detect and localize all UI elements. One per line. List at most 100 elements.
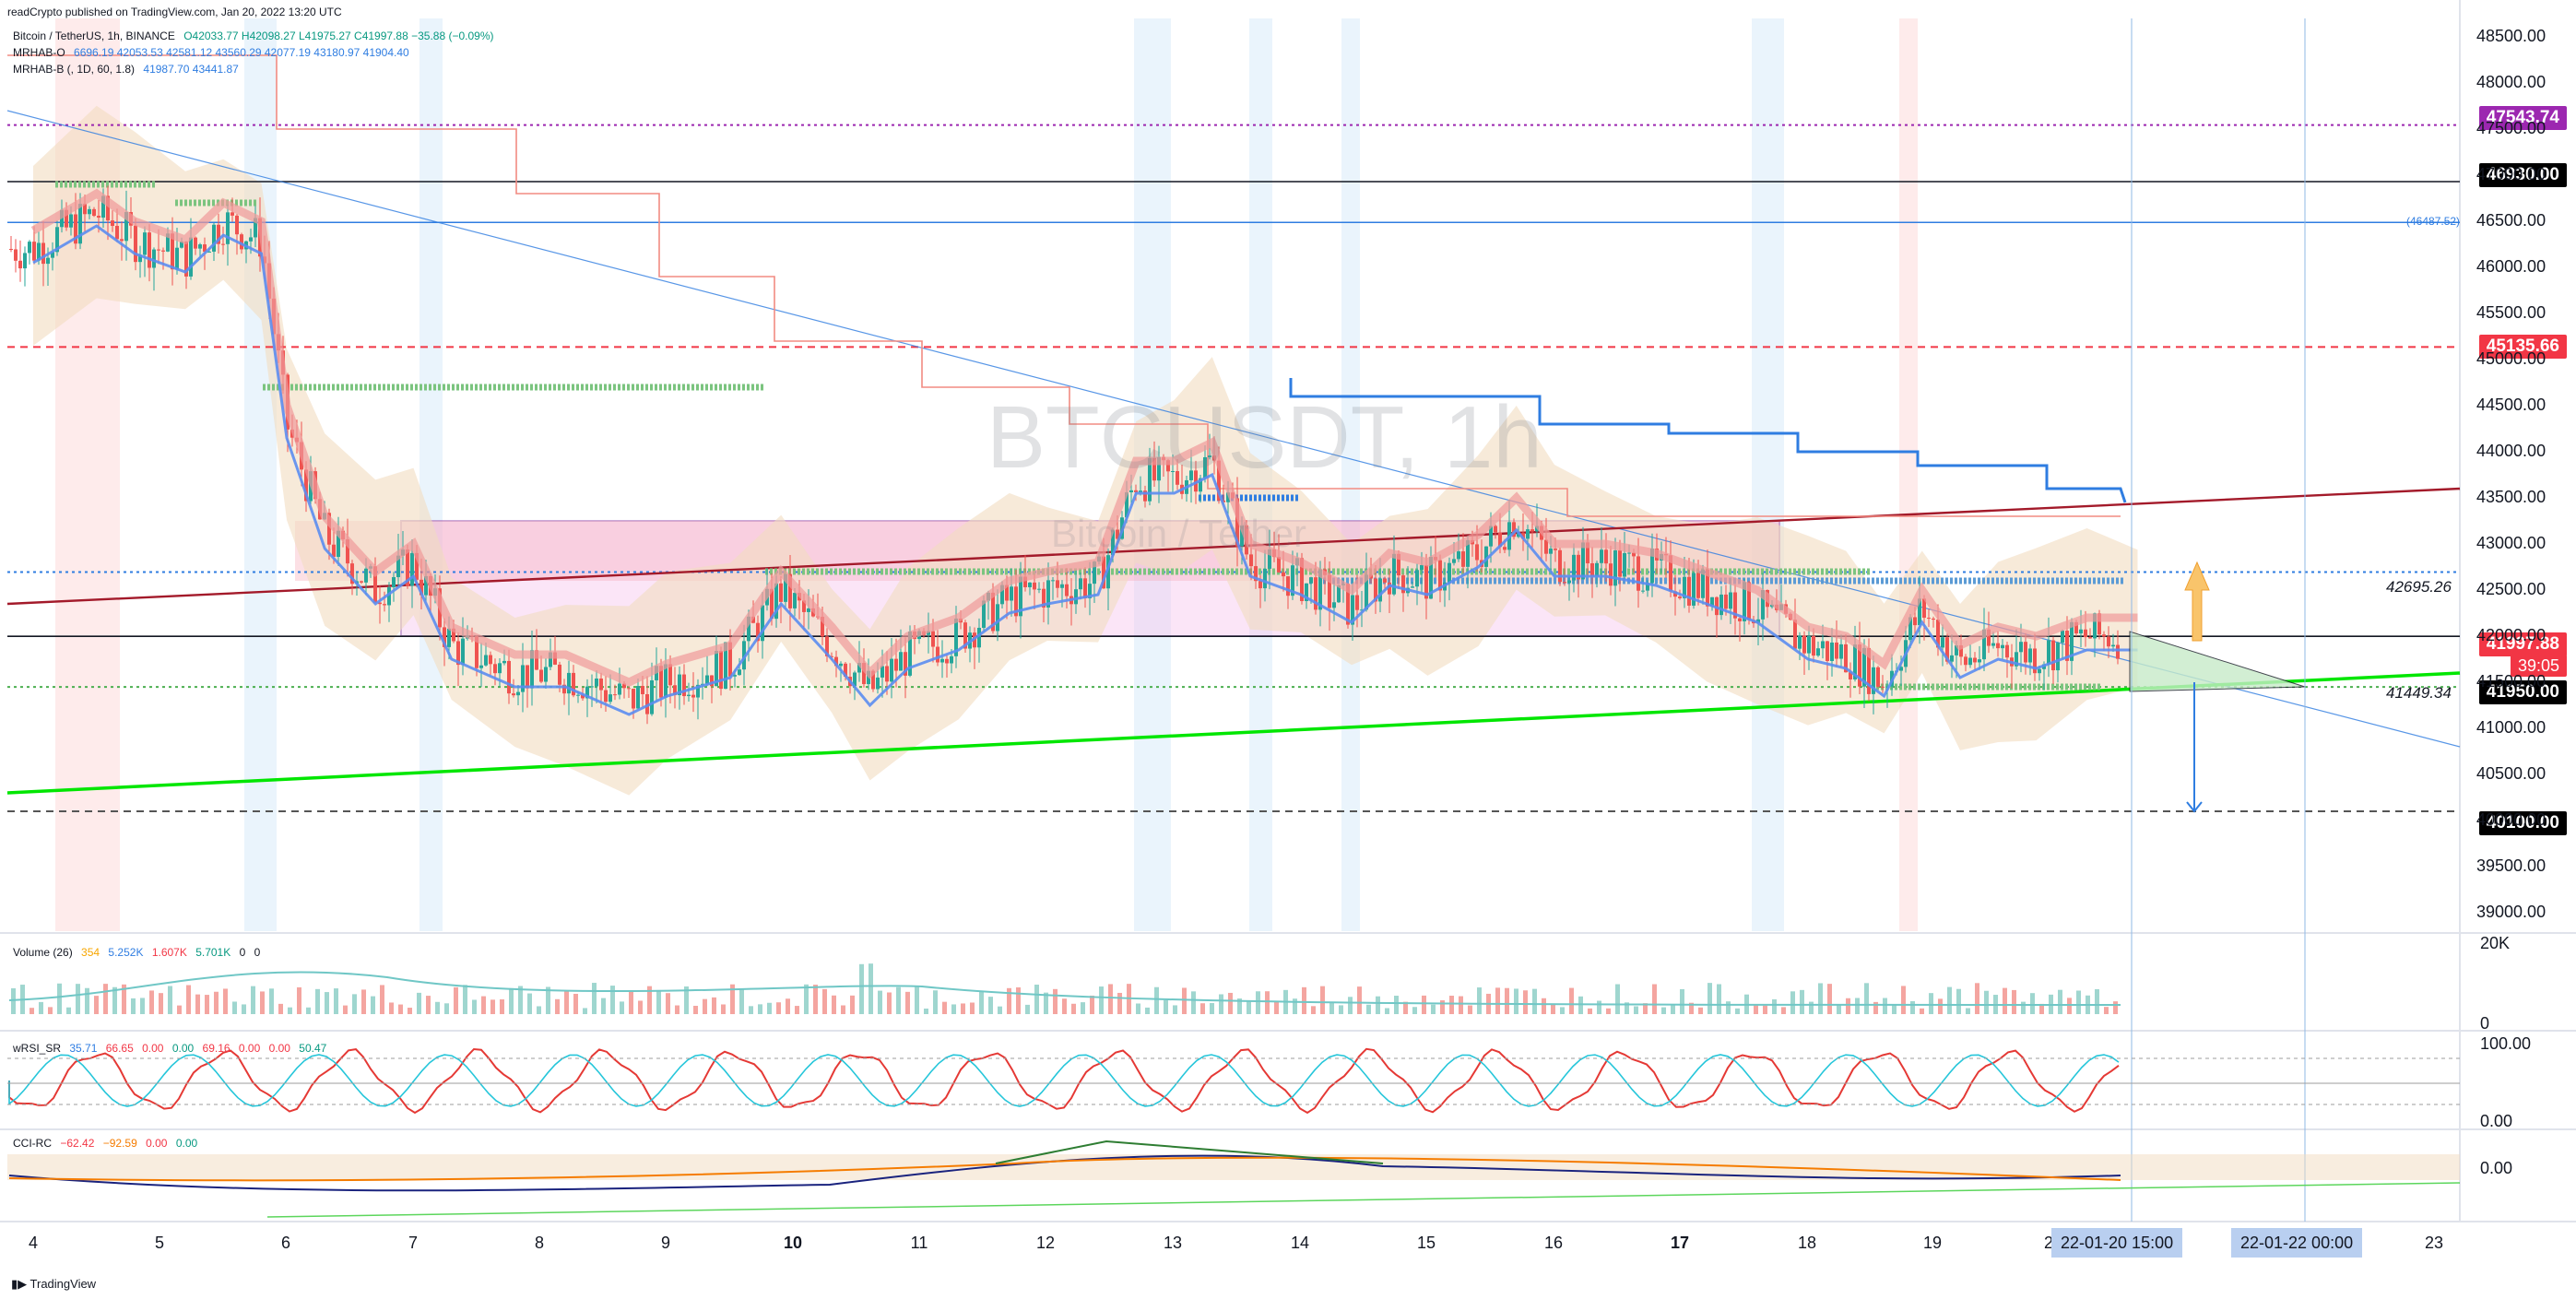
price-tag-40100[interactable]: 40100.00 [2478,811,2567,835]
time-flag-cursor: 22-01-20 15:00 [2051,1228,2183,1258]
candle-body [1010,586,1013,601]
volume-label[interactable]: Volume (26) [13,946,73,959]
volume-bar [979,991,984,1014]
candle-body [1623,552,1626,577]
volume-bar [288,1007,292,1014]
candle-body [521,665,525,692]
price-tag-41950[interactable]: 41950.00 [2478,680,2567,704]
candle-body [936,646,939,663]
volume-bar [1523,990,1528,1014]
price-tag-45135[interactable]: 45135.66 [2478,335,2567,359]
candle-body [1415,570,1419,587]
volume-bar [2076,990,2081,1014]
candle-body [2093,613,2097,639]
candle-body [2074,621,2078,634]
descending-trendline [6,110,2461,748]
candle-body [194,237,197,249]
volume-bar [1707,983,1712,1014]
time-axis-tick: 4 [28,1234,39,1252]
candle-body [1226,492,1230,502]
candle-body [1844,644,1848,673]
cci-label[interactable]: CCI-RC [13,1137,52,1150]
rsi-label[interactable]: wRSI_SR [13,1042,62,1055]
volume-bar [951,1004,956,1014]
candle-body [1922,598,1926,619]
volume-bar [896,986,901,1014]
volume-bar [555,998,560,1014]
volume-bar [76,984,80,1014]
candle-body [945,658,949,664]
candle-body [549,652,552,667]
tradingview-logo[interactable]: ▮▶ TradingView [11,1277,96,1292]
price-tag-46930[interactable]: 46930.00 [2478,163,2567,187]
candle-body [1019,576,1022,617]
legend-symbol[interactable]: Bitcoin / TetherUS, 1h, BINANCE [13,30,175,42]
candle-body [632,689,635,709]
volume-bar [804,984,809,1014]
candle-body [1816,648,1820,656]
price-axis-tick: 48000.00 [2476,73,2546,91]
volume-bar [878,990,882,1014]
candle-body [387,587,391,606]
volume-bar [389,1002,394,1014]
candle-body [489,655,492,665]
volume-bar [195,994,200,1014]
volume-bar [933,990,938,1014]
price-tag-47543[interactable]: 47543.74 [2478,106,2567,130]
volume-bar [1873,1001,1878,1014]
candle-body [498,663,502,674]
candle-body [1346,584,1350,625]
volume-bar [1514,988,1518,1014]
price-axis-tick: 44000.00 [2476,442,2546,460]
time-axis-tick: 12 [1035,1234,1056,1252]
candle-body [124,212,128,242]
cci-legend: CCI-RC −62.42 −92.59 0.00 0.00 [13,1137,203,1150]
blue-step-line [1289,378,2127,503]
volume-bar [546,986,550,1014]
rsi-line [8,1047,2120,1115]
volume-value-4: 0 [239,946,246,959]
price-tag-current[interactable]: 41997.88 [2478,632,2567,656]
candle-body [2033,648,2037,674]
candle-body [908,631,912,676]
volume-bar [1597,1000,1601,1014]
volume-bar [1339,1005,1343,1014]
candle-body [1521,533,1525,539]
volume-bar [1164,999,1168,1014]
candle-body [779,583,783,602]
candle-body [1429,557,1433,599]
candle-body [562,684,566,694]
candle-body [1037,588,1041,590]
candle-body [1706,569,1709,607]
candle-body [1978,659,1981,663]
candle-body [2065,631,2069,661]
candle-body [1858,644,1861,687]
candle-body [890,658,893,682]
price-axis-tick: 45000.00 [2476,349,2546,368]
candle-body [9,249,13,250]
time-axis-tick: 7 [408,1234,419,1252]
candle-body [2070,621,2074,661]
candle-body [609,694,612,703]
volume-bar [112,986,117,1014]
legend-mrhab-b-name[interactable]: MRHAB-B (, 1D, 60, 1.8) [13,63,136,76]
volume-bar [610,986,615,1014]
candle-body [1014,586,1018,617]
legend-mrhab-o-name[interactable]: MRHAB-O [13,46,65,59]
candle-body [742,641,746,670]
candle-body [659,666,663,698]
volume-bar [149,990,154,1014]
candle-body [235,215,239,235]
candle-body [134,225,137,263]
candle-body [1461,551,1465,567]
candle-body [1314,577,1318,610]
candle-body [447,628,451,647]
candle-body [1249,554,1253,567]
candle-body [1328,574,1331,608]
volume-bar [1717,984,1721,1014]
candle-body [581,694,585,699]
candle-body [954,618,958,656]
candle-body [1102,556,1105,589]
volume-bar [1671,1005,1675,1014]
